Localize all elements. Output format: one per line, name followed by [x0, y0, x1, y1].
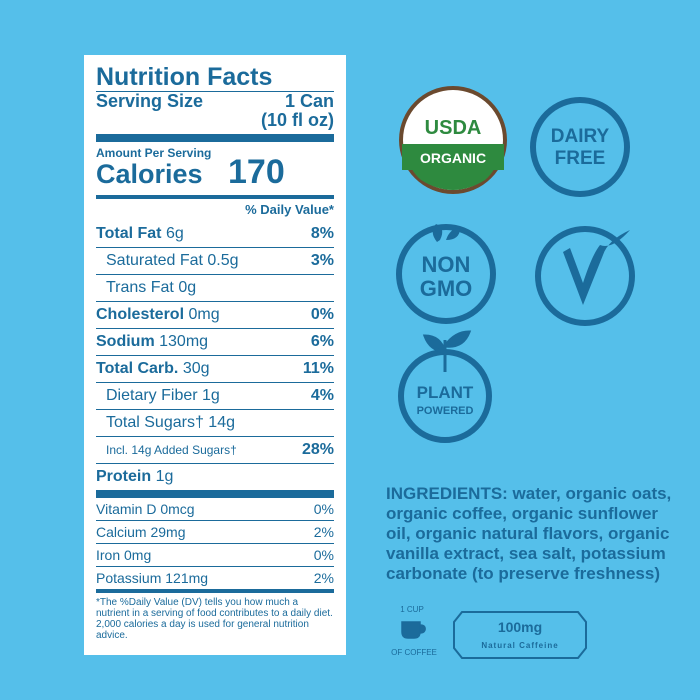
nutrient-rows: Total Fat 6g 8% Saturated Fat 0.5g 3% Trans …	[96, 221, 334, 490]
serving-volume: (10 fl oz)	[260, 110, 334, 130]
serving: Serving Size 1 Can (10 fl oz)	[96, 91, 334, 132]
caffeine-amount: 100mg	[498, 619, 542, 635]
nutrient-amount: 0.5g	[207, 252, 239, 269]
nutrient-label: Dietary Fiber	[106, 387, 198, 404]
nutrient-amount: 1g	[155, 468, 174, 485]
plant-sprout	[422, 330, 472, 372]
vegan-ring	[535, 226, 635, 326]
amount-per-serving: Amount Per Serving	[96, 146, 212, 160]
caffeine-label: Natural Caffeine	[481, 641, 558, 650]
gmo-leaf	[432, 224, 460, 242]
vitamin-dv: 2%	[313, 570, 334, 586]
divider	[96, 134, 334, 142]
cup-top: 1 CUP	[400, 605, 424, 614]
vitamin-amount: 121mg	[165, 570, 209, 586]
gmo-ring	[396, 224, 496, 324]
dairy-ring	[530, 97, 630, 197]
nutrient-row: Cholesterol 0mg 0%	[96, 301, 334, 328]
powered-text: POWERED	[417, 405, 474, 417]
gmo-text: GMO	[420, 276, 473, 301]
nutrition-label: Nutrition Facts Serving Size 1 Can (10 f…	[84, 55, 346, 655]
free-text: FREE	[555, 148, 606, 169]
vitamin-label: Vitamin D	[96, 501, 157, 517]
cup-icon	[401, 621, 426, 639]
nutrient-label: Total Sugars†	[106, 414, 204, 431]
divider	[96, 589, 334, 593]
usda-band	[402, 144, 504, 170]
nutrient-dv: 6%	[310, 333, 334, 350]
nutrient-label: Total Carb.	[96, 360, 179, 377]
nutrient-label: Sodium	[96, 333, 155, 350]
usda-badge: USDA ORGANIC	[399, 86, 507, 194]
nutrient-amount: 6g	[165, 225, 184, 242]
nutrient-dv: 4%	[310, 387, 334, 404]
nutrient-label: Protein	[96, 468, 152, 485]
footnote: *The %Daily Value (DV) tells you how muc…	[96, 597, 333, 641]
nutrient-amount: 0g	[178, 279, 197, 296]
nutrient-dv: 0%	[310, 306, 334, 323]
vitamin-label: Iron	[96, 547, 121, 563]
vegan-v	[563, 230, 630, 305]
nutrient-dv: 3%	[310, 252, 334, 269]
vitamin-amount: 0mg	[124, 547, 152, 563]
nutrient-row: Total Sugars† 14g	[96, 409, 334, 436]
vitamin-amount: 29mg	[150, 524, 186, 540]
nutrient-amount: 1g	[202, 387, 220, 404]
nutrient-amount: 0mg	[188, 306, 220, 323]
nutrient-label: Saturated Fat	[106, 252, 203, 269]
nutrient-label: Incl. 14g Added Sugars†	[106, 443, 237, 457]
vitamin-row: Iron 0mg 0%	[96, 543, 334, 566]
nutrient-dv: 8%	[310, 225, 334, 242]
calories-row: Calories 170	[96, 153, 334, 192]
vitamin-dv: 2%	[313, 524, 334, 540]
daily-value-header: % Daily Value*	[245, 202, 334, 217]
nutrient-label: Trans Fat	[106, 279, 174, 296]
non-text: NON	[422, 252, 471, 277]
nutrient-row: Incl. 14g Added Sugars† 28%	[96, 436, 334, 463]
nutrient-row: Sodium 130mg 6%	[96, 328, 334, 355]
nutrient-dv: 11%	[302, 360, 334, 377]
nutrient-row: Total Carb. 30g 11%	[96, 355, 334, 382]
calories-value: 170	[228, 153, 285, 191]
nutrient-row: Trans Fat 0g	[96, 274, 334, 301]
serving-size: 1 Can	[284, 91, 334, 111]
vitamin-dv: 0%	[313, 501, 334, 517]
calories-label: Calories	[96, 159, 203, 189]
vitamin-label: Calcium	[96, 524, 147, 540]
ingredients: INGREDIENTS: water, organic oats, organi…	[386, 484, 672, 583]
serving-label: Serving Size	[96, 91, 204, 111]
vitamin-row: Calcium 29mg 2%	[96, 520, 334, 543]
plant-text: PLANT	[417, 383, 474, 402]
nutrient-row: Protein 1g	[96, 463, 334, 490]
vitamin-label: Potassium	[96, 570, 162, 586]
vitamin-dv: 0%	[313, 547, 334, 563]
nutrient-amount: 30g	[182, 360, 210, 377]
vitamin-amount: 0mcg	[160, 501, 195, 517]
nutrient-dv: 28%	[301, 441, 334, 458]
nutrient-amount: 14g	[208, 414, 235, 431]
caffeine-box	[453, 611, 587, 659]
nutrient-label: Cholesterol	[96, 306, 185, 323]
organic-text: ORGANIC	[420, 150, 486, 166]
divider	[96, 195, 334, 199]
nutrient-row: Dietary Fiber 1g 4%	[96, 382, 334, 409]
label-title: Nutrition Facts	[96, 63, 273, 91]
nutrient-label: Total Fat	[96, 225, 162, 242]
nutrient-row: Total Fat 6g 8%	[96, 221, 334, 247]
vitamin-row: Vitamin D 0mcg 0%	[96, 498, 334, 520]
vitamin-row: Potassium 121mg 2%	[96, 566, 334, 589]
divider	[96, 490, 334, 498]
nutrient-amount: 130mg	[159, 333, 209, 350]
nutrient-row: Saturated Fat 0.5g 3%	[96, 247, 334, 274]
usda-text: USDA	[425, 117, 482, 139]
dairy-text: DAIRY	[551, 126, 610, 147]
nutrition-inner: Nutrition Facts Serving Size 1 Can (10 f…	[96, 63, 334, 641]
vitamin-rows: Vitamin D 0mcg 0% Calcium 29mg 2% Iron 0mg 0%…	[96, 498, 334, 589]
cup-bottom: OF COFFEE	[391, 648, 437, 657]
